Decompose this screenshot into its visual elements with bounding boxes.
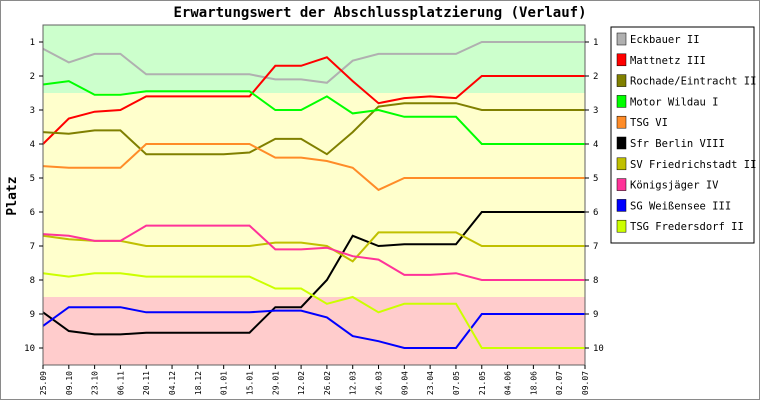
series-line-6	[42, 211, 585, 336]
y-tick-label-right: 7	[593, 242, 598, 252]
x-tick-label: 15.01	[246, 371, 255, 395]
x-tick-label: 09.10	[65, 371, 74, 395]
x-tick-label: 26.03	[375, 371, 384, 395]
x-tick-label: 09.04	[400, 371, 409, 395]
legend-swatch	[616, 157, 627, 171]
x-tick-label: 23.10	[91, 371, 100, 395]
y-tick-label-left: 6	[30, 208, 35, 218]
legend-swatch	[616, 136, 627, 150]
y-tick-label-right: 10	[593, 344, 604, 354]
series-line-1	[42, 41, 585, 84]
legend-entry: SV Friedrichstadt II	[630, 159, 756, 171]
x-tick-label: 02.07	[555, 371, 564, 395]
x-tick-label: 23.04	[426, 371, 435, 395]
series-line-7	[42, 231, 585, 263]
x-tick-label: 18.12	[194, 371, 203, 395]
y-ticks-right: 1 2 3 4 5 6 7 8 9 10	[585, 38, 604, 354]
x-tick-label: 04.12	[168, 371, 177, 395]
y-ticks-left: 1 2 3 4 5 6 7 8 9 10	[24, 38, 43, 354]
series-line-3	[42, 102, 585, 156]
series-line-8	[42, 224, 585, 281]
x-tick-label: 26.02	[323, 371, 332, 395]
y-tick-label-right: 4	[593, 140, 598, 150]
series-lines	[42, 41, 585, 349]
series-line-10	[42, 272, 585, 349]
legend-swatch	[616, 115, 627, 129]
legend-entry: SG Weißensee III	[630, 200, 731, 212]
x-tick-label: 04.06	[504, 371, 513, 395]
x-ticks: 25.09 09.10 23.10 06.11 20.11 04.12 18.12 01.01…	[39, 365, 590, 395]
y-tick-label-left: 4	[30, 140, 35, 150]
y-tick-label-right: 8	[593, 276, 598, 286]
legend-entry: Rochade/Eintracht II	[630, 76, 756, 88]
zone-bands	[43, 25, 585, 365]
x-tick-label: 29.01	[271, 371, 280, 395]
series-line-4	[42, 80, 585, 145]
zone-band-1	[43, 25, 585, 93]
legend-entry: Eckbauer II	[630, 34, 700, 46]
legend-swatch	[616, 53, 627, 67]
legend-swatch	[616, 95, 627, 108]
legend-entry: TSG Fredersdorf II	[630, 221, 744, 233]
x-tick-label: 20.11	[142, 371, 151, 395]
y-tick-label-left: 8	[30, 276, 35, 286]
y-tick-label-right: 5	[593, 174, 598, 184]
y-tick-label-right: 2	[593, 72, 598, 82]
y-tick-label-left: 7	[30, 242, 35, 252]
y-tick-label-right: 1	[593, 38, 598, 48]
legend-box	[610, 26, 755, 244]
x-tick-label: 18.06	[529, 371, 538, 395]
y-tick-label-left: 5	[30, 174, 35, 184]
series-line-9	[42, 306, 585, 349]
x-tick-label: 12.02	[297, 371, 306, 395]
y-tick-label-right: 3	[593, 106, 598, 116]
x-tick-label: 07.05	[452, 371, 461, 395]
x-tick-label: 21.05	[478, 371, 487, 395]
y-tick-label-right: 6	[593, 208, 598, 218]
x-tick-label: 01.01	[220, 371, 229, 395]
y-tick-label-left: 10	[24, 344, 35, 354]
legend-entry: TSG VI	[630, 117, 668, 129]
series-line-2	[42, 56, 585, 145]
legend-swatch	[616, 74, 627, 87]
x-tick-label: 06.11	[116, 371, 125, 395]
plot-border	[42, 24, 586, 366]
legend-entry: Mattnetz III	[630, 55, 706, 67]
legend-swatch	[616, 32, 627, 46]
x-tick-label: 25.09	[39, 371, 48, 395]
chart-title: Erwartungswert der Abschlussplatzierung …	[173, 5, 587, 21]
legend-entry: Königsjäger IV	[630, 180, 719, 192]
x-tick-label: 12.03	[349, 371, 358, 395]
legend-entry: Motor Wildau I	[630, 96, 719, 108]
legend-swatch	[616, 199, 627, 212]
y-tick-label-left: 9	[30, 310, 35, 320]
x-tick-label: 09.07	[581, 371, 590, 395]
legend: Eckbauer II Mattnetz III Rochade/Eintracht…	[610, 26, 756, 244]
legend-entry: Sfr Berlin VIII	[630, 138, 725, 150]
y-tick-label-left: 1	[30, 38, 35, 48]
y-tick-label-left: 2	[30, 72, 35, 82]
legend-swatch	[616, 178, 627, 191]
zone-band-3	[43, 297, 585, 365]
y-tick-label-right: 9	[593, 310, 598, 320]
zone-band-2	[43, 93, 585, 297]
series-line-5	[42, 143, 585, 192]
legend-swatch	[616, 219, 627, 233]
y-tick-label-left: 3	[30, 106, 35, 116]
y-axis-label: Platz	[5, 176, 20, 215]
